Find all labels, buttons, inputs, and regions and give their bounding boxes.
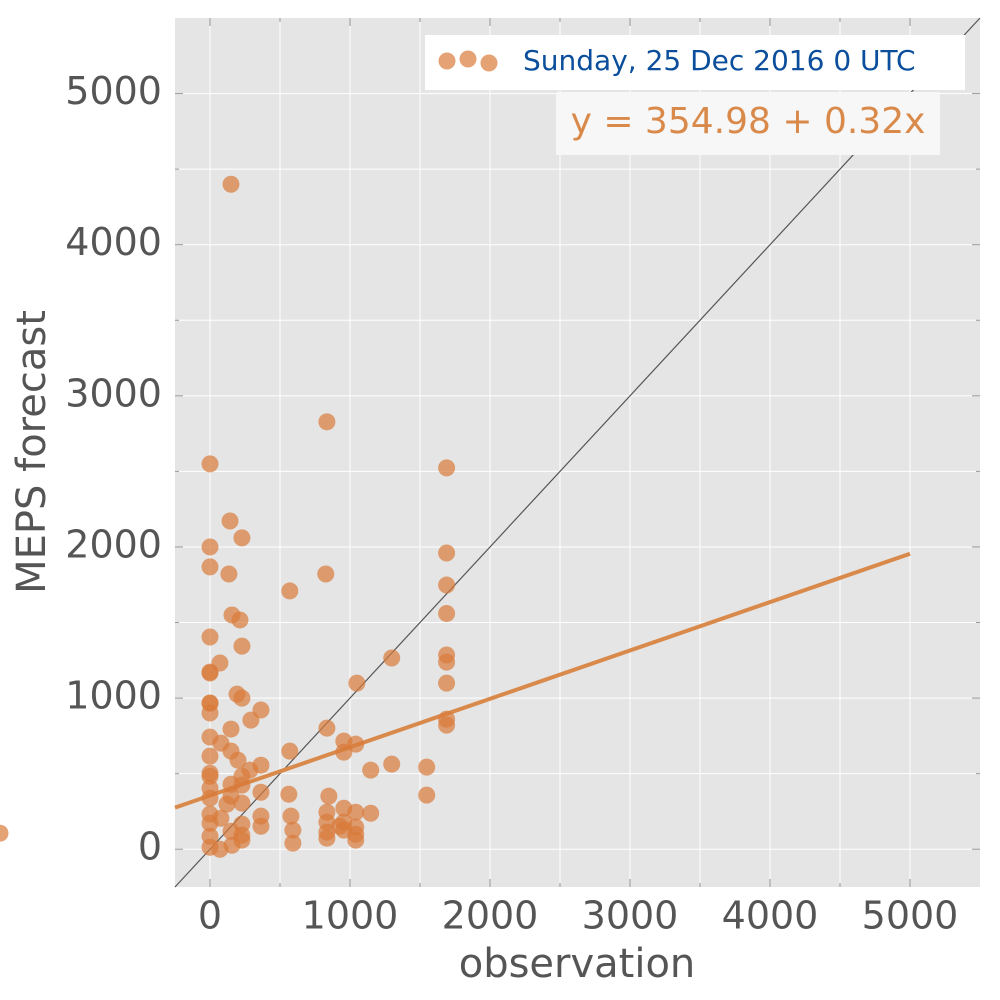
point <box>362 804 380 822</box>
legend-marker <box>459 50 477 68</box>
y-axis-label: MEPS forecast <box>9 310 55 594</box>
annotation: y = 354.98 + 0.32x <box>571 101 926 142</box>
point <box>218 795 236 813</box>
point <box>222 720 240 738</box>
legend-marker <box>438 52 456 70</box>
point <box>201 767 219 785</box>
x-tick-label: 1000 <box>302 894 399 938</box>
point <box>252 817 270 835</box>
x-tick-label: 5000 <box>862 894 959 938</box>
point <box>280 785 298 803</box>
point <box>201 455 219 473</box>
point <box>347 831 365 849</box>
point <box>281 742 299 760</box>
y-tick-label: 2000 <box>65 522 162 566</box>
point <box>233 794 251 812</box>
point <box>201 663 219 681</box>
point <box>212 809 230 827</box>
point <box>383 649 401 667</box>
point <box>281 582 299 600</box>
point <box>221 512 239 530</box>
point <box>335 743 353 761</box>
point <box>233 689 251 707</box>
point <box>347 735 365 753</box>
x-tick-label: 3000 <box>582 894 679 938</box>
point <box>383 755 401 773</box>
point <box>201 789 219 807</box>
fit-line <box>174 551 911 810</box>
point <box>438 674 456 692</box>
point <box>201 538 219 556</box>
point <box>284 821 302 839</box>
y-tick-label: 0 <box>138 825 162 869</box>
point <box>348 674 366 692</box>
point <box>317 565 335 583</box>
point <box>438 576 456 594</box>
point <box>233 776 251 794</box>
point <box>211 840 229 858</box>
point <box>438 653 456 671</box>
point <box>201 628 219 646</box>
point <box>201 747 219 765</box>
legend-marker <box>480 54 498 72</box>
annotation-box <box>556 92 940 155</box>
legend-label: Sunday, 25 Dec 2016 0 UTC <box>523 44 916 77</box>
point <box>201 704 219 722</box>
x-tick-label: 2000 <box>442 894 539 938</box>
y-tick-label: 4000 <box>65 220 162 264</box>
point <box>318 829 336 847</box>
point <box>229 751 247 769</box>
point <box>233 637 251 655</box>
point <box>438 544 456 562</box>
identity-line <box>174 17 981 888</box>
point <box>222 175 240 193</box>
point <box>0 824 9 842</box>
point <box>201 558 219 576</box>
point <box>418 758 436 776</box>
point <box>362 761 380 779</box>
point <box>231 611 249 629</box>
point <box>252 783 270 801</box>
point <box>438 604 456 622</box>
point <box>438 459 456 477</box>
point <box>318 413 336 431</box>
y-tick-label: 1000 <box>65 674 162 718</box>
x-tick-label: 0 <box>198 894 222 938</box>
x-axis-label: observation <box>459 941 696 987</box>
point <box>220 565 238 583</box>
point <box>418 786 436 804</box>
point <box>282 807 300 825</box>
y-tick-label: 3000 <box>65 371 162 415</box>
x-tick-label: 4000 <box>722 894 819 938</box>
point <box>320 787 338 805</box>
point <box>233 529 251 547</box>
point <box>242 711 260 729</box>
point <box>284 834 302 852</box>
y-tick-label: 5000 <box>65 69 162 113</box>
point <box>438 716 456 734</box>
point <box>347 803 365 821</box>
point <box>318 719 336 737</box>
legend-box <box>425 35 965 90</box>
